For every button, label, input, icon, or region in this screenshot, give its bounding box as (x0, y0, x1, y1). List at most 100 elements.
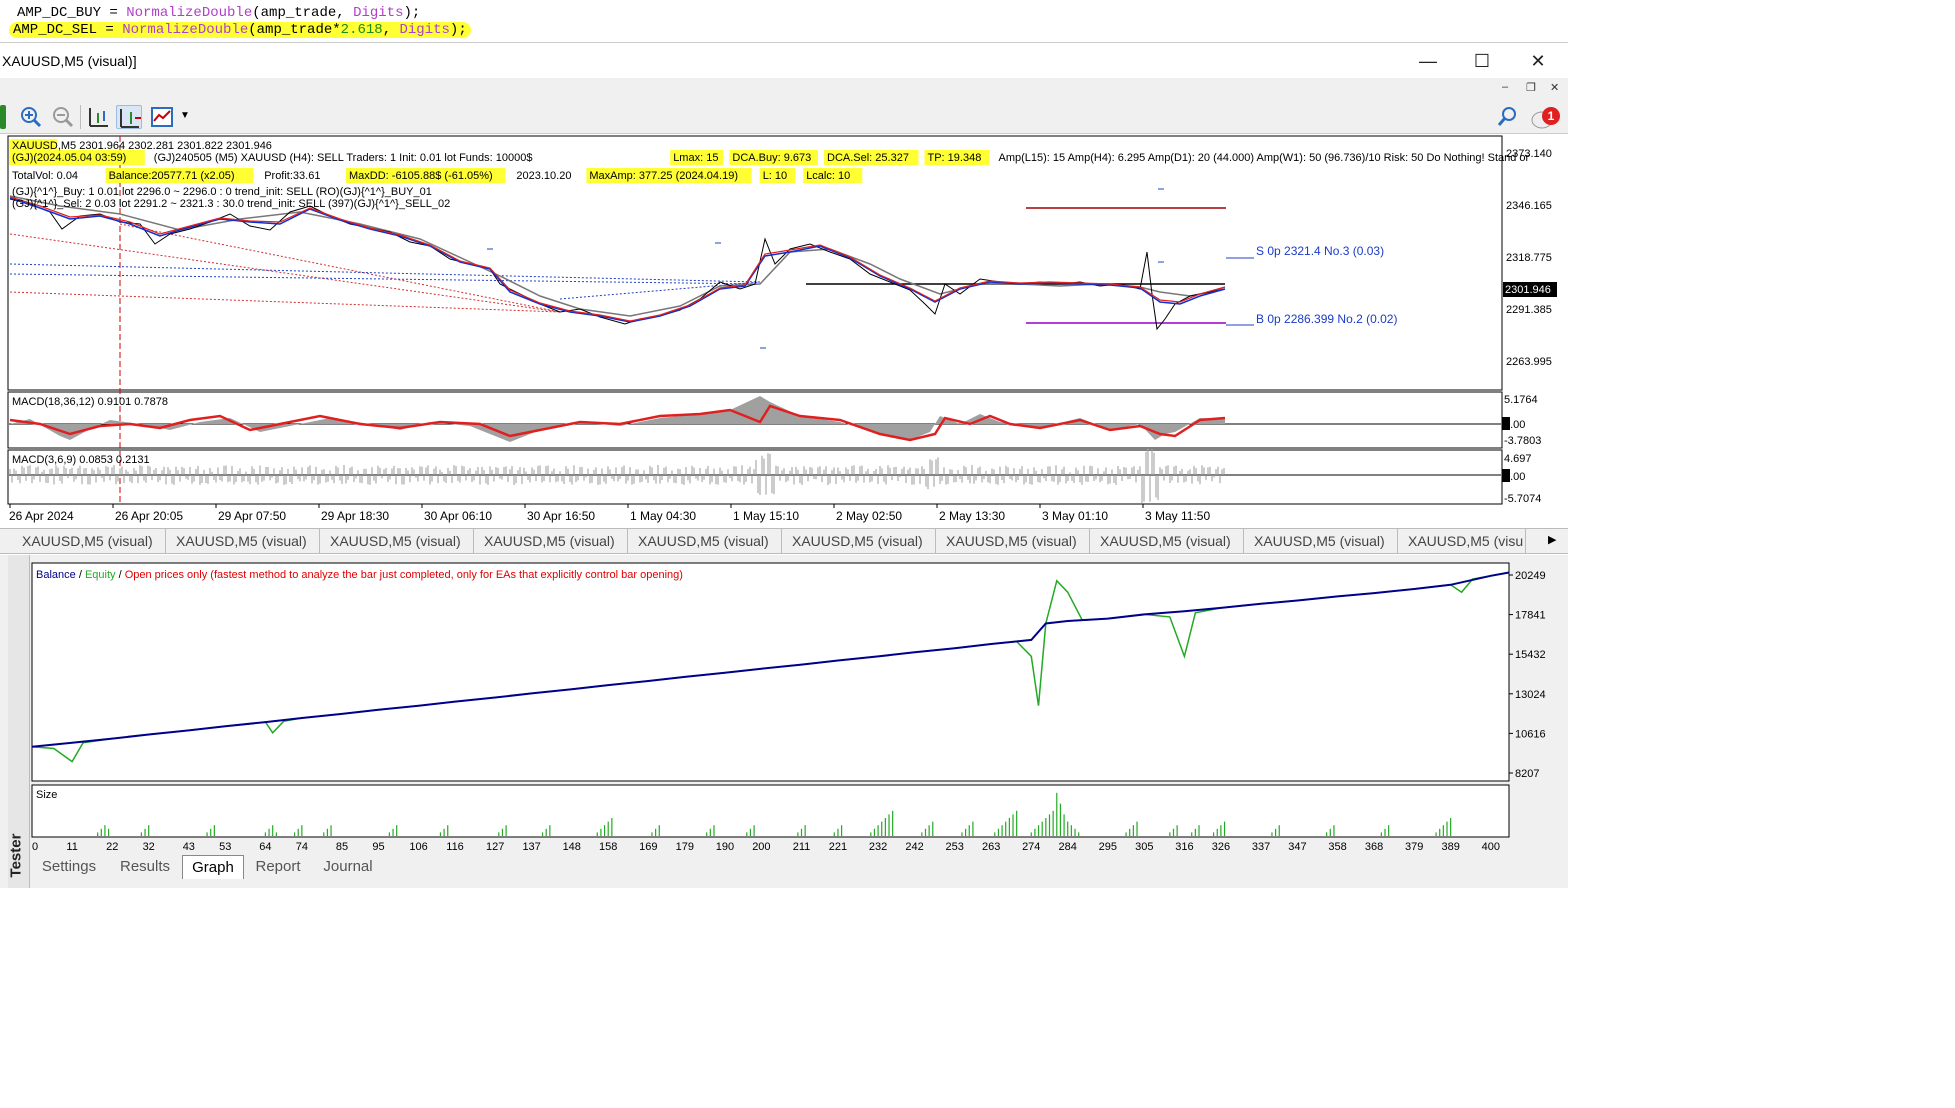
chart-tab[interactable]: XAUUSD,M5 (visual) (320, 529, 474, 553)
info-item: DCA.Sel: 25.327 (827, 152, 909, 164)
macd1-tick: 5.1764 (1504, 394, 1538, 406)
trendline-red-3 (119, 223, 561, 313)
y-tick-label: 17841 (1515, 610, 1546, 622)
chart-tab[interactable]: XAUUSD,M5 (visual) (474, 529, 628, 553)
x-tick-label: 337 (1252, 841, 1270, 853)
x-tick-label: 221 (829, 841, 847, 853)
x-tick-label: 242 (905, 841, 923, 853)
x-tick-label: 295 (1099, 841, 1117, 853)
size-label: Size (36, 789, 57, 801)
price-tick: 2318.775 (1506, 252, 1552, 264)
macd2-tick: 4.697 (1504, 453, 1532, 465)
x-tick-label: 305 (1135, 841, 1153, 853)
tester-graph-svg[interactable]: Balance / Equity / Open prices only (fas… (30, 560, 1568, 855)
macd1-zero-marker (1502, 417, 1510, 430)
x-tick-label: 95 (372, 841, 384, 853)
x-tick-label: 32 (143, 841, 155, 853)
price-chart-window[interactable]: (GJ)(2024.05.04 03:59) (GJ)240505 (M5) XA… (0, 134, 1568, 528)
position-buy-info: (GJ){^1^}_Buy: 1 0.01 lot 2296.0 ~ 2296.… (12, 186, 432, 198)
chart-tab[interactable]: XAUUSD,M5 (visual) (1244, 529, 1398, 553)
balance-grid (1509, 574, 1513, 774)
x-tick-label: 358 (1328, 841, 1346, 853)
trendline-blue-2 (9, 273, 761, 285)
chart-tab[interactable]: XAUUSD,M5 (visu (1398, 529, 1526, 553)
info-highlight (105, 168, 254, 183)
legend-sep: / (76, 569, 85, 581)
info-item: 2023.10.20 (516, 170, 571, 182)
trendline-red-1 (9, 233, 561, 313)
info-item: (GJ)(2024.05.04 03:59) (12, 152, 126, 164)
search-icon[interactable] (1496, 106, 1518, 131)
x-tick-label: 200 (752, 841, 770, 853)
toolbar-separator (80, 105, 81, 129)
code-line-1: AMP_DC_BUY = NormalizeDouble(amp_trade, … (13, 5, 424, 21)
minimize-button[interactable]: — (1419, 51, 1437, 71)
code-keyword: Digits (399, 22, 450, 38)
maximize-button[interactable]: ☐ (1473, 51, 1491, 71)
chart-shift-icon[interactable] (86, 105, 112, 129)
x-tick-label: 316 (1175, 841, 1193, 853)
price-tick: 2346.165 (1506, 200, 1552, 212)
size-bars (97, 792, 1452, 836)
indicators-icon[interactable] (150, 105, 176, 129)
info-item: L: 10 (763, 170, 787, 182)
time-tick: 2 May 02:50 (836, 509, 902, 523)
code-function: NormalizeDouble (122, 22, 249, 38)
time-tick: 3 May 01:10 (1042, 509, 1108, 523)
chart-tab[interactable]: XAUUSD,M5 (visual) (782, 529, 936, 553)
info-highlight (803, 168, 863, 183)
moving-average-gray (9, 195, 1226, 317)
zoom-in-icon[interactable] (18, 105, 44, 129)
zoom-out-icon[interactable] (50, 105, 76, 129)
chart-tab[interactable]: XAUUSD,M5 (visual) (166, 529, 320, 553)
tester-tab-report[interactable]: Report (255, 858, 301, 875)
current-price-label: 2301.946 (1505, 284, 1551, 296)
tabs-scroll-right-icon[interactable]: ▶ (1548, 534, 1557, 546)
info-highlight (9, 150, 145, 165)
toolbar-edge-icon (0, 105, 6, 129)
x-tick-label: 64 (259, 841, 271, 853)
code-args: (amp_trade, (252, 5, 354, 21)
price-axis: 2373.140 2346.165 2318.775 2291.385 2263… (1506, 148, 1552, 368)
autoscroll-icon[interactable] (116, 105, 142, 129)
info-item: MaxDD: -6105.88$ (-61.05%) (349, 170, 493, 182)
mdi-close-button[interactable]: ✕ (1550, 82, 1560, 94)
dropdown-arrow-icon[interactable]: ▼ (180, 110, 190, 121)
code-line-2: AMP_DC_SEL = NormalizeDouble(amp_trade*2… (9, 22, 471, 38)
chart-tab[interactable]: XAUUSD,M5 (visual) (628, 529, 782, 553)
macd2-axis: 4.697 0.00 -5.7074 (1502, 453, 1541, 505)
price-tick: 2263.995 (1506, 356, 1552, 368)
macd1-axis: 5.1764 0.00 -3.7803 (1502, 394, 1541, 447)
tester-tab-journal[interactable]: Journal (323, 858, 373, 875)
close-button[interactable]: ✕ (1530, 51, 1546, 71)
tester-tab-results[interactable]: Results (119, 858, 171, 875)
tester-tabs: Settings Results Graph Report Journal (30, 853, 1568, 881)
code-function: NormalizeDouble (126, 5, 253, 21)
price-chart-svg[interactable]: (GJ)(2024.05.04 03:59) (GJ)240505 (M5) XA… (0, 134, 1568, 528)
mdi-minimize-button[interactable]: – (1502, 81, 1509, 93)
tester-sidebar: Tester (7, 555, 30, 888)
tester-tab-settings[interactable]: Settings (41, 858, 97, 875)
notification-icon[interactable]: 1 (1530, 106, 1564, 135)
mdi-restore-button[interactable]: ❐ (1526, 82, 1536, 94)
x-tick-label: 85 (336, 841, 348, 853)
chart-tab[interactable]: XAUUSD,M5 (visual) (1090, 529, 1244, 553)
tester-tab-graph[interactable]: Graph (182, 855, 244, 879)
time-tick: 26 Apr 2024 (9, 509, 74, 523)
chart-tab[interactable]: XAUUSD,M5 (visual) (12, 529, 166, 553)
time-axis: 26 Apr 2024 26 Apr 20:05 29 Apr 07:50 29 Ap… (9, 504, 1210, 523)
x-tick-label: 263 (982, 841, 1000, 853)
macd1-tick: 0.00 (1504, 419, 1525, 431)
buy-position-label: B 0p 2286.399 No.2 (0.02) (1256, 312, 1397, 326)
info-highlight (670, 150, 724, 165)
time-tick: 26 Apr 20:05 (115, 509, 183, 523)
legend-balance: Balance (36, 569, 76, 581)
x-tick-label: 169 (639, 841, 657, 853)
trendline-blue-1 (9, 263, 761, 283)
price-tick: 2373.140 (1506, 148, 1552, 160)
x-tick-label: 232 (869, 841, 887, 853)
window-titlebar[interactable]: XAUUSD,M5 (visual)] — ☐ ✕ (0, 42, 1568, 78)
time-tick: 30 Apr 06:10 (424, 509, 492, 523)
info-item: TotalVol: 0.04 (12, 170, 78, 182)
chart-tab[interactable]: XAUUSD,M5 (visual) (936, 529, 1090, 553)
